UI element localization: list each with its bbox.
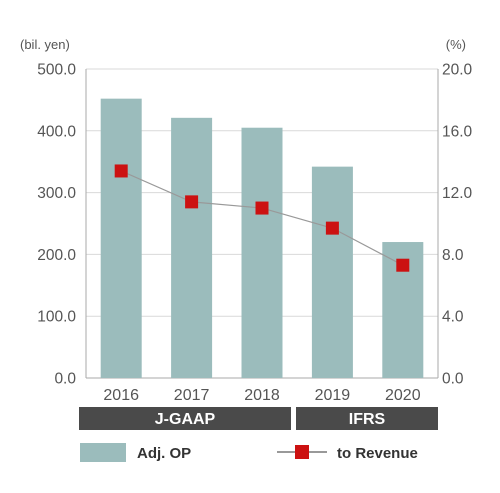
accounting-standard-bands: J-GAAP IFRS xyxy=(79,407,438,430)
ratio-marker-2018 xyxy=(255,201,269,215)
ratio-marker-2019 xyxy=(325,221,339,235)
left-tick-label: 100.0 xyxy=(37,309,76,326)
left-tick-label: 200.0 xyxy=(37,247,76,264)
band-ifrs xyxy=(296,407,438,430)
left-tick-label: 300.0 xyxy=(37,185,76,202)
band-label: J-GAAP xyxy=(155,411,216,428)
legend-marker-swatch xyxy=(295,445,309,459)
bar-2017 xyxy=(171,117,213,379)
right-axis-ticks: 0.0 4.0 8.0 12.0 16.0 20.0 xyxy=(442,62,473,388)
band-label: IFRS xyxy=(349,411,386,428)
left-tick-label: 0.0 xyxy=(54,371,76,388)
category-label-2016: 2016 xyxy=(103,387,139,404)
band-j-gaap xyxy=(79,407,291,430)
category-labels: 2016 2017 2018 2019 2020 xyxy=(103,387,420,404)
ratio-marker-2020 xyxy=(396,258,410,272)
left-tick-label: 500.0 xyxy=(37,62,76,79)
line-series xyxy=(114,164,410,272)
category-label-2020: 2020 xyxy=(385,387,421,404)
bar-series xyxy=(100,98,424,379)
legend-line-label: to Revenue xyxy=(337,445,418,462)
bar-2016 xyxy=(100,98,142,378)
right-tick-label: 16.0 xyxy=(442,123,473,140)
category-label-2019: 2019 xyxy=(315,387,351,404)
legend-bar-swatch xyxy=(80,443,126,462)
right-tick-label: 0.0 xyxy=(442,371,464,388)
right-tick-label: 4.0 xyxy=(442,309,464,326)
left-axis-unit: (bil. yen) xyxy=(20,37,70,52)
legend: Adj. OP to Revenue xyxy=(80,443,418,462)
right-tick-label: 12.0 xyxy=(442,185,473,202)
right-tick-label: 20.0 xyxy=(442,62,473,79)
left-tick-label: 400.0 xyxy=(37,123,76,140)
left-axis-ticks: 0.0 100.0 200.0 300.0 400.0 500.0 xyxy=(37,62,76,388)
ratio-marker-2016 xyxy=(114,164,128,178)
category-label-2017: 2017 xyxy=(174,387,210,404)
bar-2018 xyxy=(241,127,283,379)
right-axis-unit: (%) xyxy=(446,37,466,52)
bar-2019 xyxy=(311,166,353,378)
ratio-marker-2017 xyxy=(185,195,199,209)
legend-bar-label: Adj. OP xyxy=(137,445,191,462)
category-label-2018: 2018 xyxy=(244,387,280,404)
right-tick-label: 8.0 xyxy=(442,247,464,264)
